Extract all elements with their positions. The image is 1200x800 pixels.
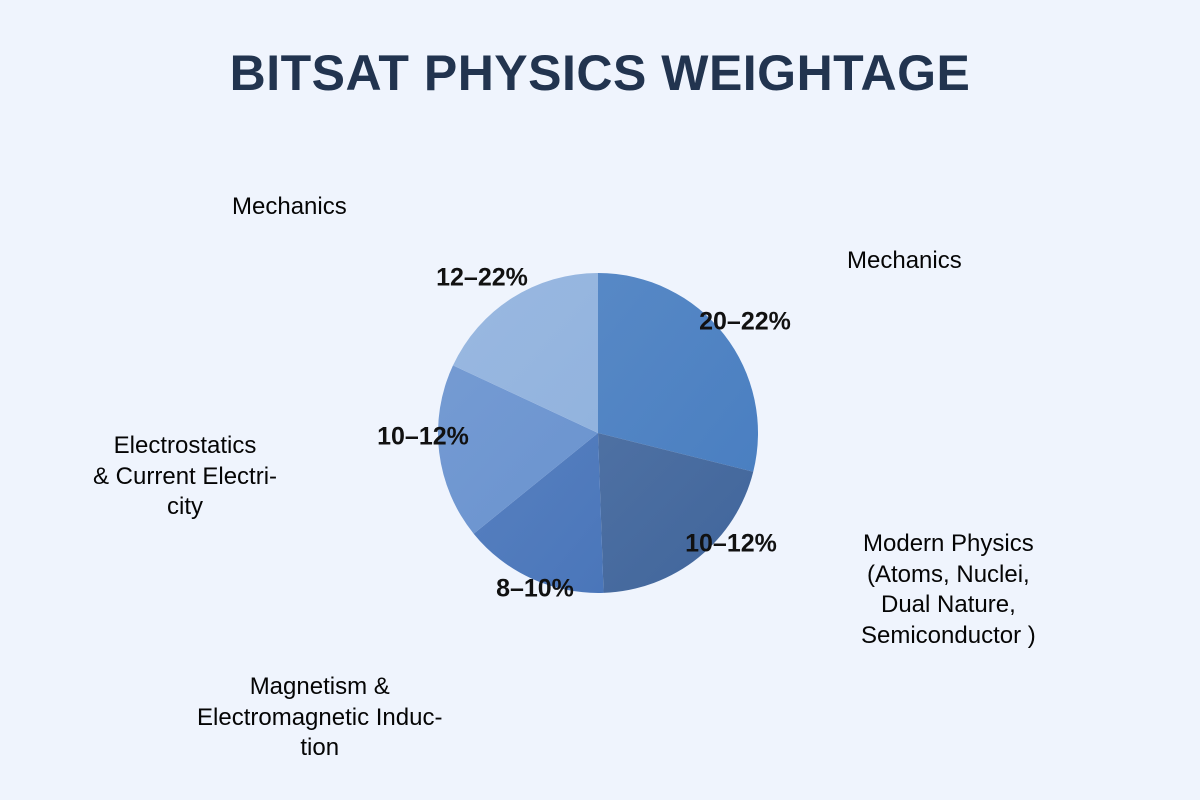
slice-value-label: 8–10% xyxy=(496,574,574,603)
category-label-mechanics-right: Mechanics xyxy=(847,246,962,277)
slice-value-label: 10–12% xyxy=(685,529,777,558)
category-label-line: Modern Physics xyxy=(863,530,1034,557)
category-label-mechanics-top-left: Mechanics xyxy=(232,192,347,223)
category-label-line: Magnetism & xyxy=(249,673,390,700)
pie-slice[interactable] xyxy=(473,433,604,593)
pie-slice[interactable] xyxy=(452,273,598,433)
category-label-line: Electromagnetic Induc- xyxy=(197,703,443,731)
category-label-line: Mechanics xyxy=(847,247,962,274)
category-label-line: Semiconductor ) xyxy=(861,622,1036,650)
pie-svg xyxy=(438,273,759,593)
category-label-line: Electrostatics xyxy=(113,432,257,459)
category-label-line: tion xyxy=(300,734,340,762)
category-label-modern-physics-right: Modern Physics (Atoms, Nuclei, Dual Nature… xyxy=(861,529,1036,652)
slice-value-label: 12–22% xyxy=(436,263,528,292)
category-label-magnetism-bottom: Magnetism & Electromagnetic Induc-tion xyxy=(197,672,442,764)
slice-value-label: 20–22% xyxy=(699,307,791,336)
pie-slice[interactable] xyxy=(598,273,759,472)
category-label-line: Mechanics xyxy=(232,193,347,220)
category-label-line: & Current Electri- xyxy=(93,462,278,490)
category-label-electrostatics-left: Electrostatics & Current Electri-city xyxy=(93,431,277,523)
pie-slice[interactable] xyxy=(598,433,754,593)
pie-chart-area xyxy=(438,273,759,593)
category-label-line: (Atoms, Nuclei, xyxy=(867,560,1030,588)
page-title: BITSAT PHYSICS WEIGHTAGE xyxy=(229,45,971,101)
slice-value-label: 10–12% xyxy=(377,422,469,451)
category-label-line: Dual Nature, xyxy=(881,591,1016,619)
category-label-line: city xyxy=(167,493,204,521)
pie-slice[interactable] xyxy=(438,365,598,534)
